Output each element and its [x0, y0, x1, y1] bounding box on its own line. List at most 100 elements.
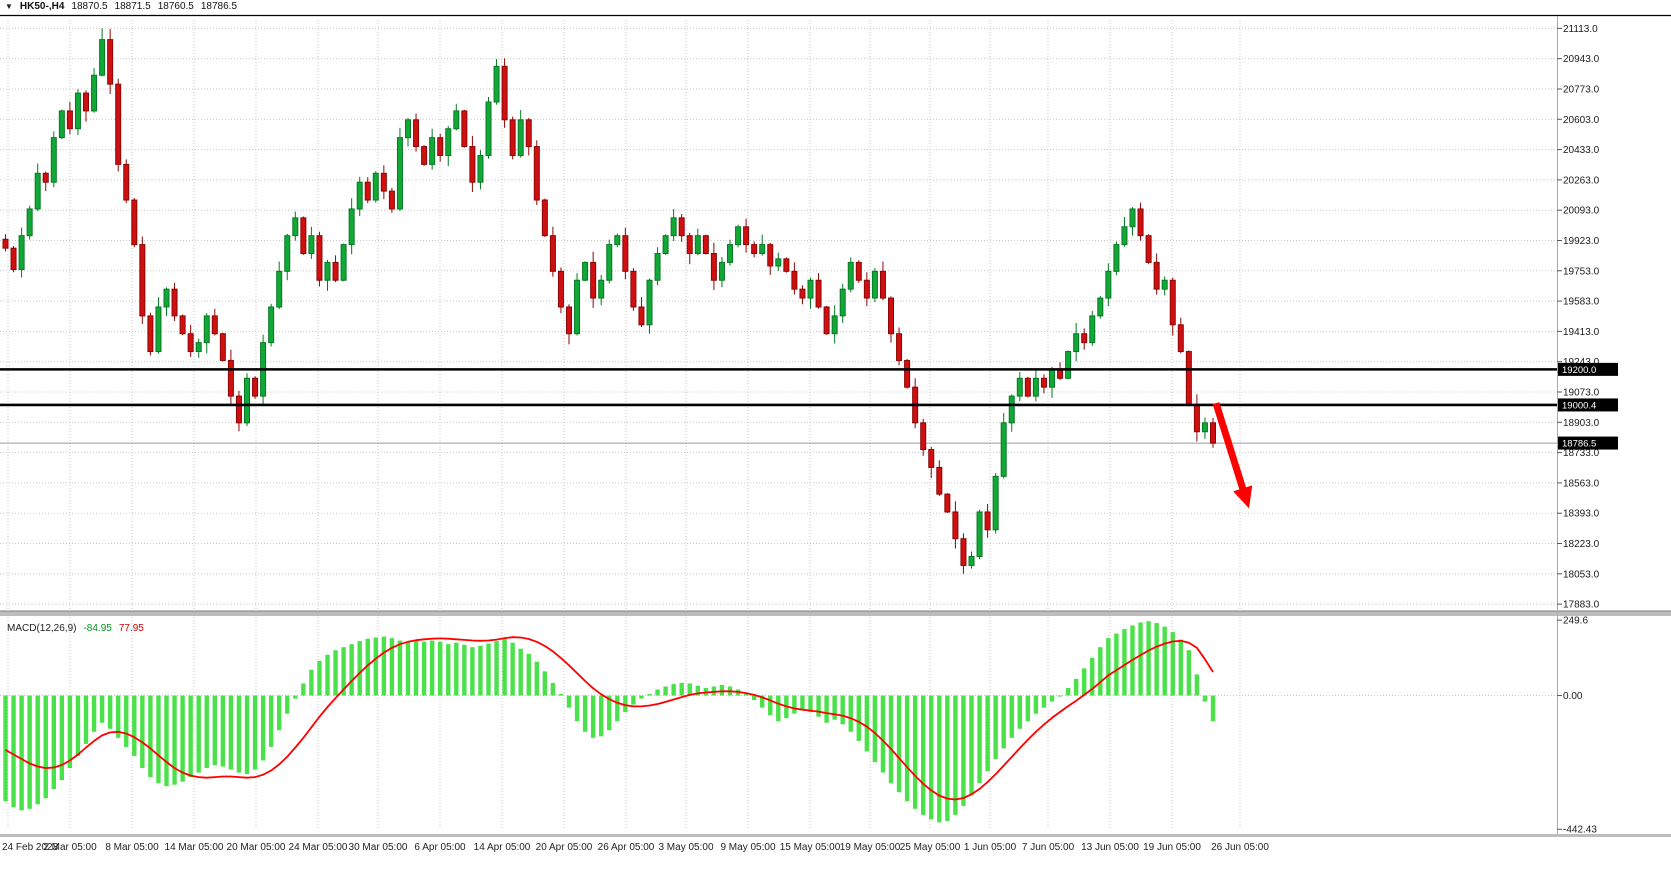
- candle: [107, 39, 114, 85]
- candle: [66, 110, 73, 130]
- candle: [654, 253, 661, 281]
- macd-bar: [156, 695, 161, 784]
- candle: [252, 377, 259, 397]
- macd-bar: [550, 682, 556, 696]
- candle: [211, 315, 218, 335]
- candle: [477, 154, 484, 183]
- candle: [284, 235, 291, 272]
- candle: [557, 270, 564, 308]
- macd-bar: [43, 695, 48, 799]
- candle: [348, 208, 355, 246]
- time-axis-label: 24 Feb 2023: [2, 842, 59, 853]
- macd-indicator-label: MACD(12,26,9) -84.95 77.95: [7, 623, 144, 634]
- macd-bar: [309, 669, 314, 696]
- macd-bar: [945, 695, 950, 821]
- candle: [268, 306, 275, 344]
- price-axis-label: 20093.0: [1563, 206, 1600, 217]
- macd-bar: [268, 695, 274, 747]
- candle: [847, 261, 854, 290]
- time-axis-label: 19 Jun 05:00: [1143, 842, 1201, 853]
- macd-bar: [75, 695, 81, 756]
- macd-bar: [365, 638, 370, 696]
- pane-separator[interactable]: [0, 611, 1671, 616]
- macd-bar: [912, 695, 918, 809]
- macd-name: MACD(12,26,9): [7, 623, 77, 634]
- candle: [1032, 377, 1039, 397]
- macd-bar: [494, 641, 499, 696]
- macd-bar: [91, 695, 97, 732]
- arrow-head-icon[interactable]: [1233, 485, 1253, 509]
- macd-bar: [244, 695, 250, 775]
- macd-bar: [502, 638, 507, 696]
- horizontal-price-lines[interactable]: [0, 368, 1557, 407]
- macd-bar: [671, 684, 676, 696]
- macd-bar: [1025, 695, 1031, 722]
- price-axis-label: 19413.0: [1563, 327, 1600, 338]
- close-value: 18786.5: [200, 1, 238, 12]
- macd-bar: [188, 695, 193, 778]
- candle: [58, 110, 65, 139]
- candle: [590, 261, 597, 299]
- macd-bar: [623, 695, 628, 713]
- macd-bar: [1090, 657, 1095, 696]
- candle: [791, 270, 798, 290]
- candle: [1210, 422, 1216, 444]
- candle: [2, 238, 9, 249]
- macd-bar: [937, 695, 942, 823]
- macd-bar: [357, 641, 362, 696]
- macd-signal-line: [5, 636, 1214, 801]
- candle: [292, 217, 299, 237]
- candle: [751, 244, 758, 255]
- candle: [767, 244, 774, 267]
- time-axis-label: 14 Apr 05:00: [474, 842, 531, 853]
- macd-bar: [19, 695, 24, 811]
- candle: [34, 172, 41, 210]
- candle: [115, 83, 122, 165]
- macd-bar: [349, 644, 354, 696]
- macd-bar: [751, 695, 757, 701]
- candle: [952, 511, 959, 540]
- macd-bar: [1154, 623, 1159, 696]
- price-axis-label: 18733.0: [1563, 448, 1600, 459]
- price-axis-label: 21113.0: [1563, 24, 1598, 35]
- price-axis-label: 19753.0: [1563, 266, 1600, 277]
- macd-bar: [760, 695, 765, 708]
- candle: [219, 333, 226, 361]
- candle: [622, 235, 629, 272]
- macd-bar: [59, 695, 65, 781]
- candle: [235, 395, 242, 424]
- arrow-shaft[interactable]: [1212, 402, 1247, 492]
- macd-bar: [993, 695, 998, 759]
- macd-bar: [719, 684, 725, 696]
- macd-main-value: -84.95: [83, 623, 112, 634]
- macd-bar: [3, 695, 8, 802]
- macd-bar: [792, 695, 797, 714]
- macd-bar: [236, 695, 242, 773]
- macd-bar: [929, 695, 934, 820]
- candle: [413, 119, 420, 148]
- macd-bar: [904, 695, 910, 802]
- candle: [855, 261, 862, 281]
- candle: [1040, 377, 1047, 388]
- macd-bar: [1057, 695, 1063, 697]
- macd-bar: [1194, 674, 1200, 696]
- price-tag: [1558, 362, 1618, 376]
- time-axis-label: 13 Jun 05:00: [1081, 842, 1139, 853]
- macd-bar: [413, 640, 419, 696]
- macd-bar: [574, 695, 580, 722]
- candle: [276, 270, 283, 308]
- macd-bar: [590, 695, 596, 738]
- macd-bar: [389, 638, 395, 696]
- macd-bar: [639, 695, 644, 699]
- candle: [839, 288, 846, 317]
- macd-bar: [478, 645, 483, 696]
- time-axis-label: 20 Apr 05:00: [536, 842, 593, 853]
- macd-histogram: [3, 621, 1216, 823]
- macd-bar: [421, 641, 427, 696]
- candle: [896, 333, 903, 361]
- annotation-arrow[interactable]: [1212, 402, 1253, 509]
- macd-bar: [872, 695, 878, 763]
- low-value: 18760.5: [157, 1, 194, 12]
- candle: [461, 110, 468, 148]
